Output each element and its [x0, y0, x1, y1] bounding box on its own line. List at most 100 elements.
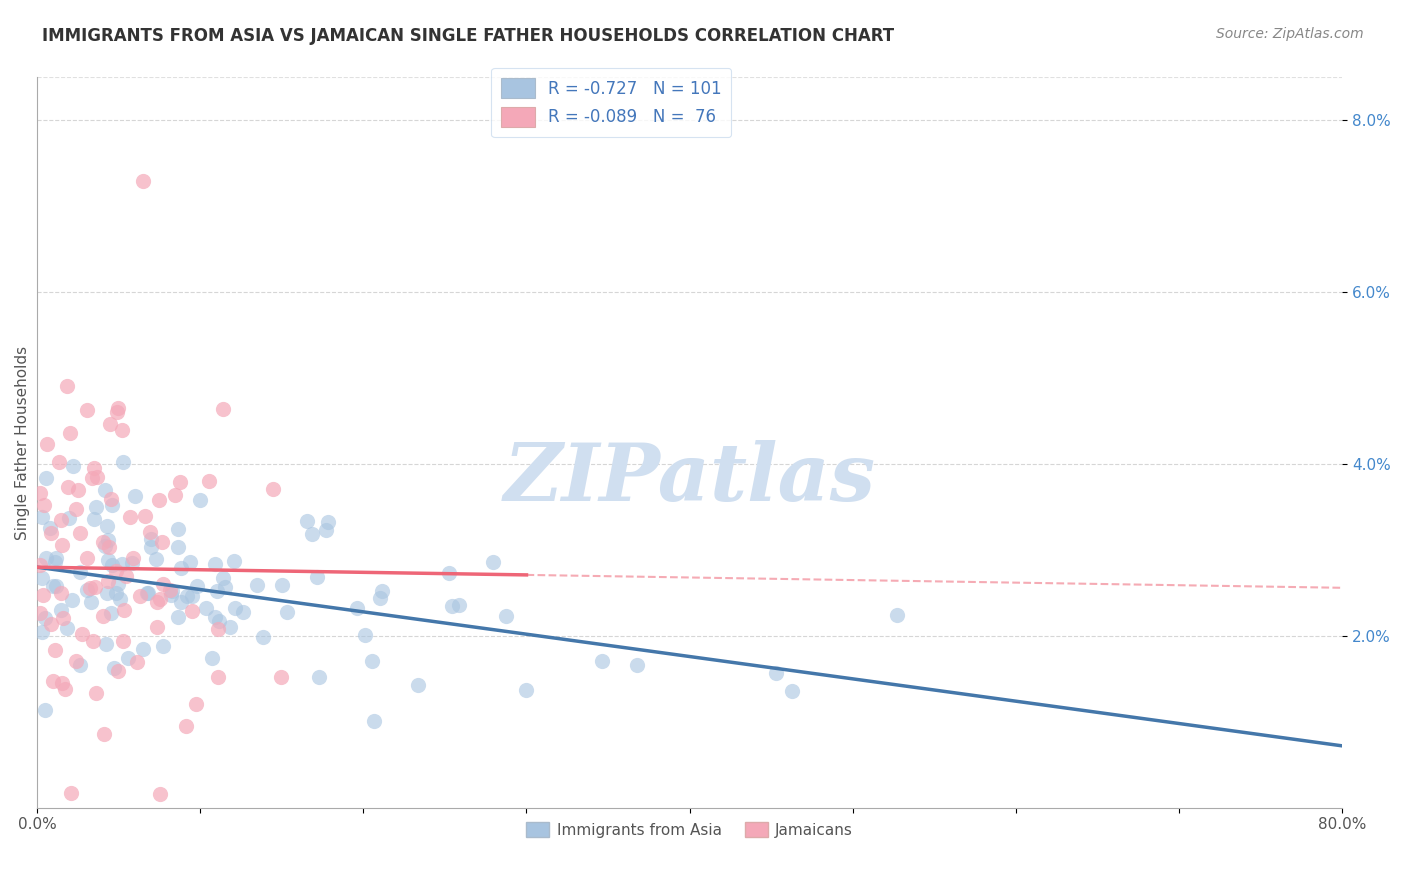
Point: [262, 482, 284, 496]
Y-axis label: Single Father Households: Single Father Households: [15, 345, 30, 540]
Point: [437, 566, 460, 580]
Point: [44, 555, 66, 569]
Point: [346, 601, 368, 615]
Point: [82, 471, 104, 485]
Point: [146, 595, 169, 609]
Point: [58, 426, 80, 441]
Point: [49, 586, 72, 600]
Point: [93, 535, 115, 549]
Point: [76, 551, 98, 566]
Point: [245, 578, 267, 592]
Point: [149, 592, 172, 607]
Point: [32, 499, 55, 513]
Point: [591, 654, 613, 668]
Point: [31, 510, 53, 524]
Point: [35, 437, 58, 451]
Point: [28, 558, 51, 572]
Point: [69, 565, 91, 579]
Point: [204, 610, 226, 624]
Point: [139, 532, 162, 546]
Point: [52, 610, 75, 624]
Point: [39, 525, 62, 540]
Point: [354, 627, 377, 641]
Point: [129, 589, 152, 603]
Point: [82, 634, 104, 648]
Point: [84, 686, 107, 700]
Point: [34, 611, 56, 625]
Point: [35, 470, 58, 484]
Point: [28, 485, 51, 500]
Point: [167, 522, 190, 536]
Text: IMMIGRANTS FROM ASIA VS JAMAICAN SINGLE FATHER HOUSEHOLDS CORRELATION CHART: IMMIGRANTS FROM ASIA VS JAMAICAN SINGLE …: [42, 27, 894, 45]
Point: [198, 474, 221, 488]
Point: [115, 569, 138, 583]
Point: [107, 401, 129, 416]
Point: [97, 533, 120, 547]
Point: [96, 518, 118, 533]
Point: [181, 589, 204, 603]
Point: [252, 630, 274, 644]
Point: [58, 511, 80, 525]
Point: [51, 513, 73, 527]
Point: [886, 608, 908, 623]
Point: [44, 551, 66, 566]
Point: [98, 540, 121, 554]
Point: [111, 634, 134, 648]
Point: [159, 582, 181, 597]
Point: [122, 550, 145, 565]
Point: [152, 639, 174, 653]
Point: [780, 684, 803, 698]
Point: [222, 554, 245, 568]
Point: [48, 454, 70, 468]
Legend: Immigrants from Asia, Jamaicans: Immigrants from Asia, Jamaicans: [520, 815, 859, 844]
Text: ZIPatlas: ZIPatlas: [503, 441, 876, 518]
Point: [107, 664, 129, 678]
Point: [86, 470, 108, 484]
Point: [70, 627, 93, 641]
Point: [515, 682, 537, 697]
Point: [39, 520, 62, 534]
Point: [76, 583, 98, 598]
Point: [117, 651, 139, 665]
Point: [146, 620, 169, 634]
Point: [150, 534, 173, 549]
Point: [132, 641, 155, 656]
Point: [104, 564, 127, 578]
Point: [184, 697, 207, 711]
Point: [179, 555, 201, 569]
Point: [93, 483, 115, 498]
Point: [51, 676, 73, 690]
Point: [103, 661, 125, 675]
Point: [108, 592, 131, 607]
Point: [145, 552, 167, 566]
Point: [97, 552, 120, 566]
Point: [80, 595, 103, 609]
Point: [482, 556, 505, 570]
Point: [65, 502, 87, 516]
Text: Source: ZipAtlas.com: Source: ZipAtlas.com: [1216, 27, 1364, 41]
Point: [276, 605, 298, 619]
Point: [160, 583, 183, 598]
Point: [104, 586, 127, 600]
Point: [232, 606, 254, 620]
Point: [65, 655, 87, 669]
Point: [41, 617, 63, 632]
Point: [66, 483, 89, 497]
Point: [305, 569, 328, 583]
Point: [118, 509, 141, 524]
Point: [49, 603, 72, 617]
Point: [194, 600, 217, 615]
Point: [406, 678, 429, 692]
Point: [368, 591, 391, 605]
Point: [83, 512, 105, 526]
Point: [224, 601, 246, 615]
Point: [111, 557, 134, 571]
Point: [626, 658, 648, 673]
Point: [169, 595, 191, 609]
Point: [170, 561, 193, 575]
Point: [207, 670, 229, 684]
Point: [169, 475, 191, 490]
Point: [361, 654, 384, 668]
Point: [188, 493, 211, 508]
Point: [159, 588, 181, 602]
